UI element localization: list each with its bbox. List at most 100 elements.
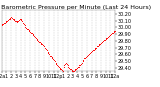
Point [30,32,32,33]
Point [65,63,67,64]
Point [4,22,6,23]
Point [105,37,108,39]
Point [73,69,76,71]
Point [114,30,116,31]
Point [112,32,114,33]
Point [102,40,105,42]
Point [21,21,24,22]
Point [97,44,100,46]
Point [70,69,73,71]
Point [49,55,51,56]
Point [86,55,89,56]
Point [8,18,11,19]
Point [100,42,103,43]
Point [74,69,77,70]
Point [19,18,22,19]
Point [61,70,64,71]
Point [15,21,17,22]
Point [79,64,82,65]
Point [90,51,93,52]
Point [27,29,30,31]
Point [12,19,15,20]
Point [113,31,116,32]
Point [93,48,96,50]
Point [68,67,70,69]
Point [37,40,39,42]
Point [38,42,41,43]
Point [43,46,46,47]
Point [50,56,53,58]
Point [110,33,112,35]
Point [61,69,63,71]
Point [23,25,26,26]
Point [87,54,89,56]
Point [46,51,49,52]
Point [15,21,18,23]
Point [104,39,106,40]
Point [88,54,90,55]
Point [13,19,16,21]
Point [103,39,105,41]
Point [98,44,101,45]
Point [41,44,43,45]
Point [67,66,70,67]
Point [58,67,61,69]
Point [47,52,50,54]
Point [112,31,115,33]
Point [84,56,87,58]
Point [73,70,75,71]
Point [80,63,82,65]
Point [55,63,58,65]
Point [16,21,19,22]
Point [69,69,72,70]
Title: Milwaukee Barometric Pressure per Minute (Last 24 Hours): Milwaukee Barometric Pressure per Minute… [0,5,151,10]
Point [42,44,44,46]
Point [23,23,25,25]
Point [19,19,21,20]
Point [92,50,94,51]
Point [38,41,40,42]
Point [106,37,108,38]
Point [34,37,37,38]
Point [1,24,4,25]
Point [62,66,65,67]
Point [28,30,31,31]
Point [82,59,85,61]
Point [48,54,51,55]
Point [54,60,56,62]
Point [9,17,12,19]
Point [96,45,99,46]
Point [39,42,42,44]
Point [8,19,10,20]
Point [108,35,111,36]
Point [83,58,85,59]
Point [24,26,27,27]
Point [31,33,34,35]
Point [18,19,20,21]
Point [57,65,59,67]
Point [11,17,13,19]
Point [4,21,7,23]
Point [22,22,24,23]
Point [17,20,20,21]
Point [69,68,71,69]
Point [100,42,102,44]
Point [6,20,8,21]
Point [75,68,78,69]
Point [57,66,60,67]
Point [109,34,112,35]
Point [33,35,36,37]
Point [52,58,55,60]
Point [40,43,43,44]
Point [111,33,113,34]
Point [32,35,35,36]
Point [80,62,83,63]
Point [36,39,39,40]
Point [76,67,78,69]
Point [77,66,80,67]
Point [65,63,68,65]
Point [31,33,33,34]
Point [104,38,107,40]
Point [92,49,95,50]
Point [72,71,74,72]
